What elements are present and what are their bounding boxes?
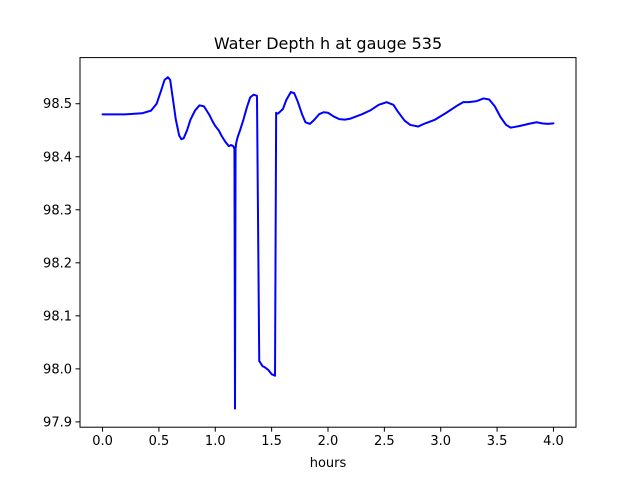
x-axis-label: hours [310,456,347,471]
x-tick-label: 0.0 [92,434,113,449]
y-tick-label: 98.5 [43,97,72,112]
x-tick-label: 3.0 [430,434,451,449]
x-tick-label: 2.5 [374,434,395,449]
x-tick-label: 0.5 [149,434,170,449]
y-axis-ticks: 97.9 98.0 98.1 98.2 98.3 98.4 98.5 [43,97,80,430]
plot-area [80,57,576,428]
y-tick-label: 98.0 [43,362,72,377]
series-line [101,76,555,410]
x-tick-label: 4.0 [543,434,564,449]
x-axis-ticks: 0.0 0.5 1.0 1.5 2.0 2.5 3.0 3.5 4.0 [92,427,564,449]
data-layer [101,76,555,410]
x-tick-label: 2.0 [318,434,339,449]
x-tick-label: 1.5 [261,434,282,449]
y-tick-label: 98.2 [43,256,72,271]
y-tick-label: 98.1 [43,309,72,324]
x-tick-label: 3.5 [487,434,508,449]
y-tick-label: 97.9 [43,415,72,430]
x-tick-label: 1.0 [205,434,226,449]
chart-title: Water Depth h at gauge 535 [214,34,442,53]
y-tick-label: 98.4 [43,150,72,165]
y-tick-label: 98.3 [43,203,72,218]
